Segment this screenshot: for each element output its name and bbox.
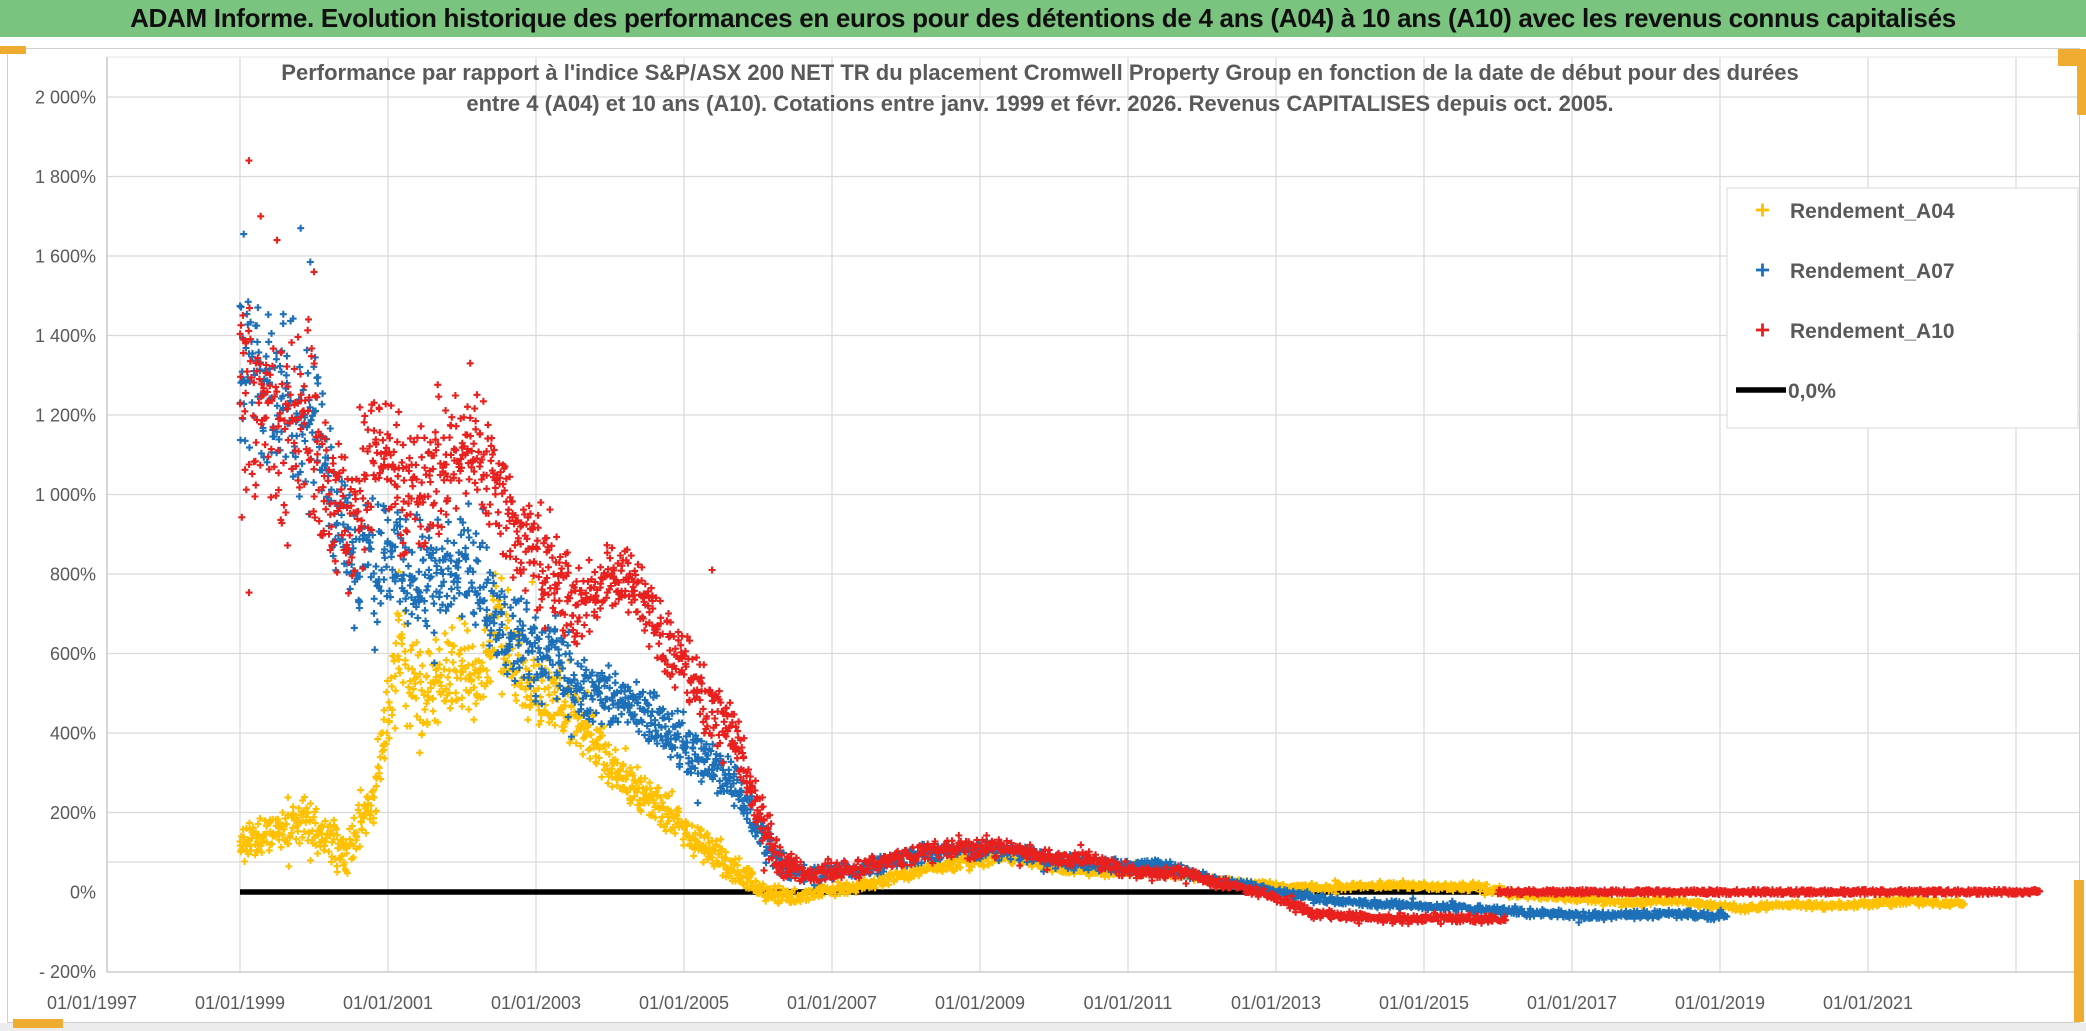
legend-marker-a04-plus-icon: [1756, 203, 1769, 217]
legend-marker-a07-plus-icon: [1756, 263, 1769, 277]
legend-label-a10: Rendement_A10: [1790, 320, 1955, 343]
axis-lines: [106, 56, 2079, 973]
y-tick-label: 400%: [50, 724, 96, 744]
y-tick-label: 2 000%: [35, 88, 96, 108]
x-tick-label: 01/01/2011: [1084, 993, 1173, 1013]
bottom-strip: [0, 1023, 2086, 1031]
y-tick-label: 0%: [70, 883, 96, 903]
y-tick-label: 1 200%: [35, 406, 96, 426]
report-title: ADAM Informe. Evolution historique des p…: [130, 3, 1956, 33]
legend: Rendement_A04 Rendement_A07 Rendement_A1…: [1726, 187, 2079, 429]
scatter-Rendement_A10: [236, 157, 1509, 928]
x-tick-label: 01/01/1997: [47, 993, 137, 1013]
x-tick-label: 01/01/2013: [1231, 993, 1321, 1013]
a10-flat-zero-texture: [1494, 886, 2044, 898]
x-tick-label: 01/01/2003: [491, 993, 581, 1013]
chart-title-line2: entre 4 (A04) et 10 ans (A10). Cotations…: [466, 91, 1613, 116]
tick-labels: 01/01/1997 01/01/1999 01/01/2001 01/01/2003…: [35, 88, 1913, 1014]
chart-title-line1: Performance par rapport à l'indice S&P/A…: [281, 60, 1798, 85]
report-title-bar: ADAM Informe. Evolution historique des p…: [0, 0, 2086, 37]
x-tick-label: 01/01/2015: [1379, 993, 1469, 1013]
legend-marker-a10-plus-icon: [1756, 323, 1769, 337]
legend-label-zero: 0,0%: [1788, 380, 1836, 403]
x-tick-label: 01/01/2009: [935, 993, 1025, 1013]
x-tick-label: 01/01/2005: [639, 993, 729, 1013]
x-tick-label: 01/01/1999: [195, 993, 285, 1013]
gold-frame-accent-top-left: [0, 46, 26, 54]
gold-frame-accent-bottom-left: [13, 1019, 63, 1028]
x-tick-label: 01/01/2001: [343, 993, 433, 1013]
x-tick-label: 01/01/2021: [1823, 993, 1913, 1013]
y-tick-label: - 200%: [39, 962, 96, 982]
y-tick-label: 1 400%: [35, 326, 96, 346]
gold-frame-accent-bottom-right: [2074, 880, 2084, 1022]
gold-frame-accent-top-right-v: [2077, 49, 2086, 115]
y-tick-label: 1 000%: [35, 485, 96, 505]
y-tick-label: 800%: [50, 565, 96, 585]
series-layer: [236, 157, 2044, 928]
x-tick-label: 01/01/2019: [1675, 993, 1765, 1013]
x-tick-label: 01/01/2007: [787, 993, 877, 1013]
y-tick-label: 1 800%: [35, 167, 96, 187]
legend-label-a04: Rendement_A04: [1790, 200, 1955, 223]
y-tick-label: 1 600%: [35, 247, 96, 267]
y-tick-label: 600%: [50, 644, 96, 664]
chart-canvas-border: [7, 48, 2080, 1023]
y-tick-label: 200%: [50, 803, 96, 823]
legend-label-a07: Rendement_A07: [1790, 260, 1955, 283]
x-tick-label: 01/01/2017: [1527, 993, 1617, 1013]
